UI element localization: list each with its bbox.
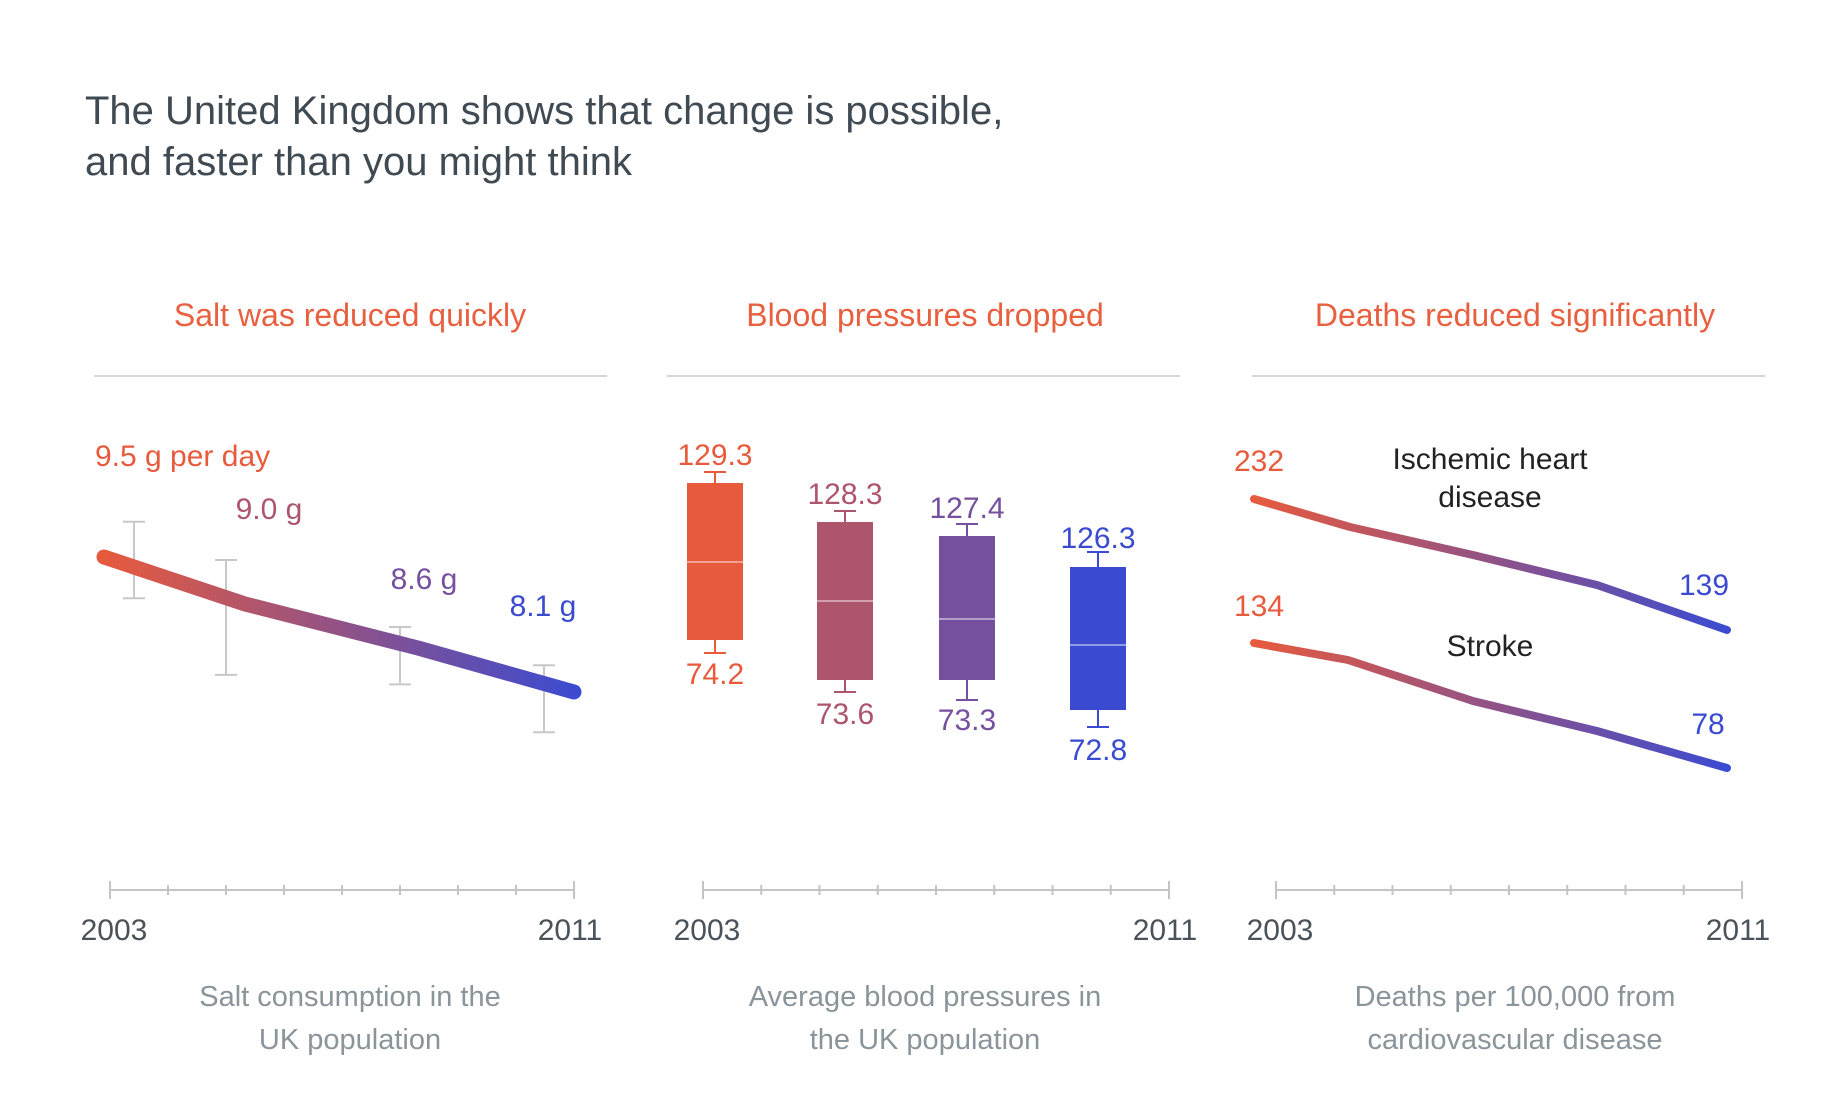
panel-caption-line-1: Salt consumption in the [199,981,500,1013]
salt-value-label: 8.1 g [510,590,577,623]
panel-caption-line-2: the UK population [810,1024,1041,1056]
page-title-line-2: and faster than you might think [85,140,632,184]
stroke-line [1250,639,1731,772]
x-tick-label-start: 2003 [674,914,741,947]
box-high-label: 126.3 [1060,522,1135,555]
panel-title-3: Deaths reduced significantly [1315,297,1715,333]
salt-value-label: 8.6 g [391,563,458,596]
box-4 [1070,567,1126,710]
ihd-start-label: 232 [1234,445,1284,478]
x-tick-label-end: 2011 [538,914,603,947]
stroke-start-label: 134 [1234,590,1284,623]
box-high-label: 129.3 [677,439,752,472]
x-tick-label-start: 2003 [81,914,148,947]
ihd-end-label: 139 [1679,569,1729,602]
salt-value-label: 9.5 g per day [95,440,270,473]
box-2 [817,522,873,680]
panel-title-2: Blood pressures dropped [746,297,1104,333]
salt-value-label: 9.0 g [236,493,303,526]
page-title-line-1: The United Kingdom shows that change is … [85,89,1004,133]
x-tick-label-end: 2011 [1706,914,1771,947]
panel-caption-line-1: Deaths per 100,000 from [1355,981,1676,1013]
panel-caption-line-1: Average blood pressures in [749,981,1102,1013]
x-tick-label-end: 2011 [1133,914,1198,947]
ihd-series-name-line-2: disease [1438,481,1541,514]
box-low-label: 74.2 [686,658,744,691]
ischemic-heart-disease-line [1250,495,1731,634]
x-tick-label-start: 2003 [1247,914,1314,947]
box-low-label: 73.6 [816,698,874,731]
ihd-series-name-line-1: Ischemic heart [1392,443,1588,476]
box-1 [687,483,743,640]
box-high-label: 127.4 [929,492,1004,525]
stroke-end-label: 78 [1691,708,1724,741]
panel-caption-line-2: cardiovascular disease [1368,1024,1663,1056]
box-3 [939,536,995,680]
box-high-label: 128.3 [807,478,882,511]
page-title: The United Kingdom shows that change is … [85,86,1003,188]
stroke-series-name: Stroke [1447,630,1534,663]
salt-line [96,549,582,700]
panel-caption-line-2: UK population [259,1024,441,1056]
box-low-label: 72.8 [1069,734,1127,767]
box-low-label: 73.3 [938,704,996,737]
panel-title-1: Salt was reduced quickly [174,297,526,333]
